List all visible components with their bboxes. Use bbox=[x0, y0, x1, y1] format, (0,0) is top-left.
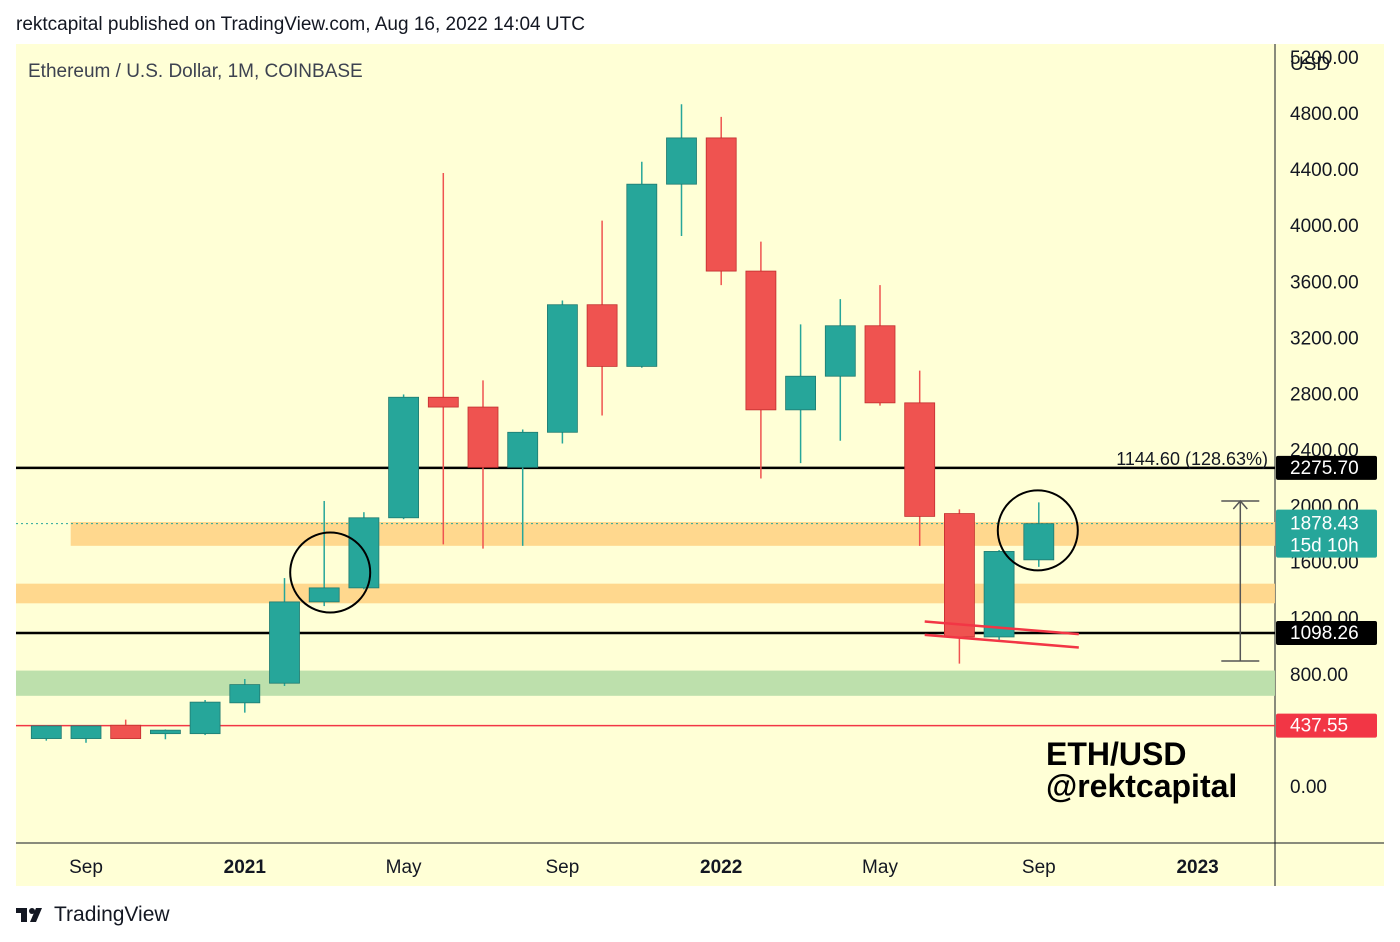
candle-body-20 bbox=[824, 325, 856, 377]
annotation-line1: ETH/USD bbox=[1046, 736, 1187, 772]
trendline-upper bbox=[924, 620, 1079, 636]
x-tick-label: Sep bbox=[69, 857, 103, 878]
candle-body-25 bbox=[1023, 523, 1055, 561]
candle-body-7 bbox=[308, 587, 340, 603]
candle-body-0 bbox=[30, 725, 62, 739]
x-tick-label: 2022 bbox=[700, 857, 742, 878]
x-tick-label: May bbox=[386, 857, 422, 878]
highlight-circle-2021 bbox=[289, 531, 372, 614]
candle-body-21 bbox=[864, 325, 896, 404]
candle-body-4 bbox=[189, 701, 221, 735]
candle-body-8 bbox=[348, 517, 380, 589]
y-tick-label: 800.00 bbox=[1290, 665, 1348, 686]
candle-body-1 bbox=[70, 725, 102, 739]
candle-body-9 bbox=[388, 396, 420, 519]
price-tag-label-0: 2275.70 bbox=[1290, 458, 1359, 479]
countdown-label: 15d 10h bbox=[1290, 536, 1359, 557]
drawings: 1144.60 (128.63%) bbox=[289, 449, 1268, 662]
candle-body-13 bbox=[547, 304, 578, 433]
candle-body-11 bbox=[467, 406, 499, 468]
x-tick-label: 2023 bbox=[1176, 857, 1218, 878]
y-tick-label: 5200.00 bbox=[1290, 48, 1359, 69]
zone-1 bbox=[16, 583, 1275, 604]
annotation-line2: @rektcapital bbox=[1046, 768, 1238, 804]
price-tag-label-1: 1098.26 bbox=[1290, 623, 1359, 644]
trendline-lower bbox=[924, 633, 1079, 649]
candle-body-14 bbox=[586, 304, 618, 367]
x-tick-label: 2021 bbox=[224, 857, 267, 878]
candle-body-6 bbox=[269, 601, 300, 684]
current-price-tag bbox=[1276, 509, 1377, 558]
chart-title: Ethereum / U.S. Dollar, 1M, COINBASE bbox=[28, 61, 363, 82]
candle-body-22 bbox=[904, 402, 936, 517]
time-axis-background bbox=[16, 843, 1384, 886]
eth-annotation: ETH/USD @rektcapital bbox=[1046, 738, 1237, 802]
x-tick-label: Sep bbox=[545, 857, 579, 878]
candle-body-16 bbox=[666, 137, 697, 185]
x-tick-label: Sep bbox=[1022, 857, 1056, 878]
plot-background bbox=[16, 44, 1275, 843]
tradingview-logo-icon bbox=[16, 908, 42, 922]
candle-body-17 bbox=[705, 137, 737, 272]
zone-0 bbox=[70, 521, 1276, 546]
candle-body-10 bbox=[427, 396, 459, 408]
currency-label: USD bbox=[1290, 54, 1330, 75]
candle-body-24 bbox=[983, 551, 1015, 638]
y-tick-label: 4400.00 bbox=[1290, 160, 1359, 181]
y-tick-label: 2800.00 bbox=[1290, 384, 1359, 405]
highlight-circle-2022 bbox=[996, 489, 1079, 572]
y-tick-label: 4800.00 bbox=[1290, 104, 1359, 125]
candle-body-3 bbox=[149, 729, 181, 735]
y-tick-label: 3600.00 bbox=[1290, 272, 1359, 293]
publish-header: rektcapital published on TradingView.com… bbox=[16, 14, 585, 35]
candle-body-23 bbox=[944, 513, 975, 638]
candle-body-15 bbox=[626, 183, 658, 367]
tradingview-brand: TradingView bbox=[54, 903, 170, 926]
candle-body-5 bbox=[229, 684, 261, 704]
price-axis: 0.00800.001200.001600.002000.002400.0028… bbox=[1290, 48, 1359, 798]
candle-body-19 bbox=[785, 375, 816, 411]
candle-body-18 bbox=[745, 270, 777, 411]
zone-2 bbox=[16, 670, 1275, 696]
y-tick-label: 1600.00 bbox=[1290, 553, 1359, 574]
candle-body-12 bbox=[507, 431, 539, 468]
current-price-label: 1878.43 bbox=[1290, 514, 1359, 535]
measure-arrow bbox=[1232, 499, 1248, 510]
price-tag-2 bbox=[1276, 713, 1377, 738]
candle-body-2 bbox=[110, 724, 142, 739]
price-tag-1 bbox=[1276, 620, 1377, 645]
price-tag-0 bbox=[1276, 455, 1377, 480]
footer: TradingView bbox=[16, 900, 170, 930]
x-tick-label: May bbox=[862, 857, 898, 878]
y-tick-label: 0.00 bbox=[1290, 777, 1327, 798]
measure-label: 1144.60 (128.63%) bbox=[1116, 449, 1268, 469]
time-axis: Sep 2021 May Sep 2022 May Sep 2023 bbox=[69, 857, 1219, 878]
y-tick-label: 4000.00 bbox=[1290, 216, 1359, 237]
price-tag-label-2: 437.55 bbox=[1290, 716, 1348, 737]
y-tick-label: 3200.00 bbox=[1290, 328, 1359, 349]
axis-background bbox=[1275, 44, 1384, 843]
